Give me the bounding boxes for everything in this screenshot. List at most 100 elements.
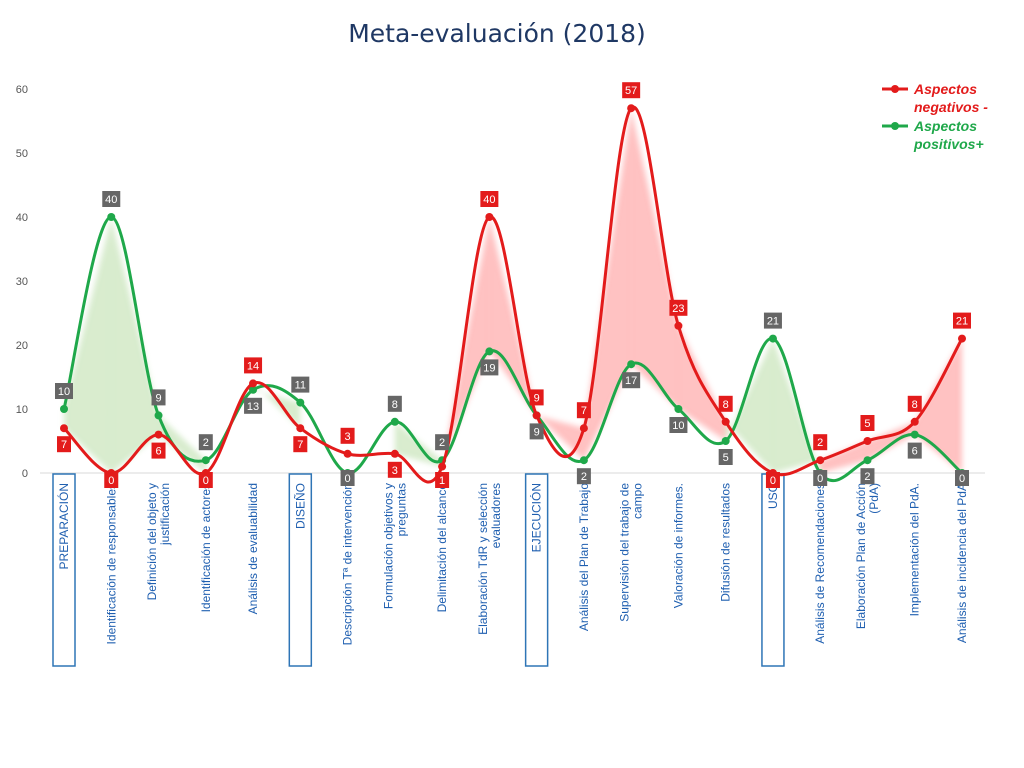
x-tick-label: Implementación del PdA.	[908, 483, 922, 616]
y-tick-label: 20	[16, 340, 28, 352]
y-tick-label: 0	[22, 468, 28, 480]
fill-region	[442, 217, 490, 467]
data-label-positive: 2	[581, 471, 587, 483]
data-label-positive: 6	[912, 446, 918, 458]
x-tick-label: Análisis de Recomendaciones	[813, 483, 827, 644]
fill-region	[725, 338, 773, 473]
data-label-negative-bg	[387, 461, 402, 478]
data-label-positive: 8	[392, 399, 398, 411]
point-aspectos-negativos	[532, 411, 541, 420]
point-aspectos-negativos	[958, 334, 966, 343]
data-label-negative: 8	[912, 399, 918, 411]
x-axis: PREPARACIÓN Identificación de responsable…	[52, 473, 969, 667]
x-tick-label: campo	[631, 483, 645, 519]
x-tick-label: evaluadores	[489, 483, 503, 548]
x-tick-label: Formulación objetivos y	[381, 483, 395, 609]
fill-region	[111, 217, 159, 473]
data-label-negative-bg	[765, 472, 780, 488]
y-tick-label: 60	[16, 84, 28, 96]
data-label-positive-bg	[813, 470, 828, 486]
data-label-negative: 7	[297, 439, 303, 451]
data-label-negative: 57	[625, 85, 637, 97]
x-tick-label: Descripción Tª de intervención	[341, 483, 355, 645]
y-tick-label: 50	[16, 148, 28, 160]
point-aspectos-positivos	[249, 385, 258, 394]
point-aspectos-negativos	[343, 449, 352, 458]
point-aspectos-negativos	[60, 424, 68, 433]
data-label-negative: 2	[817, 437, 823, 449]
data-label-positive: 9	[155, 392, 161, 404]
legend-label-aspectos-positivos: Aspectos positivos+	[913, 118, 984, 152]
data-label-negative-bg	[813, 434, 828, 451]
data-label-positive: 19	[483, 362, 495, 374]
data-label-negative: 0	[108, 475, 114, 487]
data-label-positive-bg	[529, 423, 544, 440]
point-aspectos-negativos	[910, 417, 919, 426]
y-tick-label: 30	[16, 276, 28, 288]
data-labels: 7 10 0 40 6 9 0 2 14 13 7 11 3 0 3 8 1 2 40 19 9 9 7 2 57 17 23 10 8…	[55, 82, 971, 488]
data-label-negative-bg	[529, 389, 544, 406]
data-label-positive: 13	[247, 401, 259, 413]
data-label-negative-bg	[244, 357, 263, 374]
y-axis: 0 10 20 30 40 50 60	[16, 84, 985, 480]
data-label-positive-bg	[669, 417, 688, 433]
x-tick-label: DISEÑO	[293, 483, 307, 529]
data-label-positive-bg	[151, 389, 166, 406]
data-label-negative-bg	[57, 436, 71, 453]
data-label-positive: 5	[723, 452, 729, 464]
point-aspectos-negativos	[863, 437, 872, 445]
x-tick-label: Difusión de resultados	[719, 483, 733, 602]
x-tick-label: Elaboración Plan de Acción	[854, 483, 868, 629]
data-label-positive-bg	[763, 312, 782, 329]
point-aspectos-negativos	[296, 424, 305, 433]
point-aspectos-positivos	[863, 456, 872, 465]
x-tick-label: Identificación de actores	[199, 483, 213, 612]
data-label-negative: 8	[723, 399, 729, 411]
data-label-negative-bg	[622, 82, 641, 99]
chart-title: Meta-evaluación (2018)	[348, 19, 646, 48]
data-label-negative: 5	[864, 418, 870, 430]
fill-region	[914, 338, 962, 473]
data-label-positive: 9	[534, 426, 540, 438]
data-label-negative: 7	[61, 439, 67, 451]
x-tick-label: preguntas	[394, 483, 408, 536]
data-label-positive: 0	[345, 473, 351, 485]
point-aspectos-positivos	[579, 456, 588, 465]
data-label-negative-bg	[907, 395, 922, 412]
data-label-positive: 40	[105, 194, 117, 206]
series-lines	[60, 104, 966, 484]
point-aspectos-positivos	[201, 456, 210, 465]
fill-region	[536, 415, 584, 461]
data-label-positive-bg	[435, 434, 450, 451]
point-aspectos-negativos	[721, 417, 730, 426]
data-label-negative-bg	[576, 402, 591, 419]
point-aspectos-negativos	[674, 321, 683, 330]
legend-marker-aspectos-positivos	[891, 122, 899, 130]
y-tick-label: 10	[16, 404, 28, 416]
x-tick-label: EJECUCIÓN	[529, 483, 544, 552]
phase-box-diseno	[288, 473, 313, 667]
data-label-negative-bg	[435, 472, 450, 488]
x-tick-label: Análisis del Plan de Trabajo	[577, 483, 591, 631]
data-label-negative: 40	[483, 194, 495, 206]
difference-fills	[64, 108, 962, 473]
point-aspectos-positivos	[485, 347, 494, 356]
data-label-negative: 1	[439, 475, 445, 487]
point-aspectos-negativos	[438, 462, 447, 471]
data-label-positive-bg	[291, 376, 310, 393]
x-tick-label: Análisis de incidencia del PdA	[955, 483, 969, 643]
data-label-negative: 7	[581, 405, 587, 417]
data-label-positive: 2	[864, 471, 870, 483]
point-aspectos-positivos	[674, 405, 683, 413]
data-label-positive: 10	[58, 386, 70, 398]
point-aspectos-positivos	[627, 360, 636, 369]
point-aspectos-negativos	[816, 456, 825, 465]
phase-box-preparacion	[52, 473, 76, 667]
data-label-negative: 3	[392, 465, 398, 477]
data-label-positive: 10	[672, 420, 684, 432]
point-aspectos-positivos	[296, 398, 305, 407]
data-label-positive-bg	[576, 468, 591, 485]
x-tick-label: Análisis de evaluabilidad	[246, 483, 260, 614]
point-aspectos-negativos	[485, 213, 494, 221]
legend-label-aspectos-negativos: Aspectos negativos -	[913, 81, 988, 115]
